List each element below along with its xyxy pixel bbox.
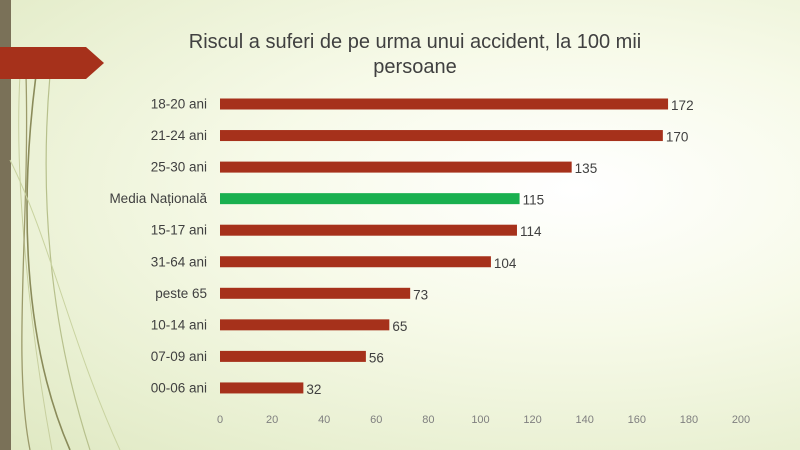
x-tick-label: 40 [318,414,330,426]
x-tick-label: 120 [523,414,541,426]
bar [220,161,572,173]
bar [220,130,663,142]
category-labels: 18-20 ani 21-24 ani 25-30 ani Media Naționa… [109,97,207,396]
bar [220,350,366,362]
value-labels: 172 170 135 115 114 104 73 65 56 32 [306,98,693,397]
bar [220,382,304,394]
decorative-curve [9,159,121,450]
category-label: 18-20 ani [151,97,207,112]
category-label: 00-06 ani [151,380,207,395]
category-label: 10-14 ani [151,317,207,332]
x-tick-label: 100 [471,414,489,426]
bar [220,319,390,331]
chart-title: Riscul a suferi de pe urma unui accident… [188,31,642,78]
bar [220,98,669,110]
x-tick-label: 60 [370,414,382,426]
data-label: 114 [520,224,542,239]
category-label: peste 65 [155,286,207,301]
x-axis-ticks: 0 20 40 60 80 100 120 140 160 180 200 [217,414,750,426]
x-tick-label: 20 [266,414,278,426]
x-tick-label: 180 [680,414,698,426]
bar [220,224,517,236]
bar [220,287,411,299]
x-tick-label: 160 [628,414,646,426]
bar [220,193,520,205]
bars-group [220,98,669,394]
category-label: 15-17 ani [151,223,207,238]
data-label: 115 [523,193,545,208]
data-label: 170 [666,130,689,145]
category-label: 31-64 ani [151,254,207,269]
category-label: Media Națională [109,191,207,206]
data-label: 32 [306,382,321,397]
category-label: 07-09 ani [151,349,207,364]
x-tick-label: 200 [732,414,750,426]
data-label: 104 [494,256,517,271]
data-label: 135 [575,161,598,176]
x-tick-label: 0 [217,414,223,426]
left-accent-bar [0,0,11,450]
data-label: 65 [392,319,407,334]
decorative-curve [45,74,91,450]
decorative-curve [21,74,31,450]
decorative-curve [26,74,71,450]
category-label: 21-24 ani [151,128,207,143]
x-tick-label: 80 [422,414,434,426]
x-tick-label: 140 [576,414,594,426]
bar [220,256,491,268]
arrow-shape [0,47,104,79]
data-label: 73 [413,287,428,302]
decorative-curve [18,74,53,450]
category-label: 25-30 ani [151,160,207,175]
data-label: 172 [671,98,694,113]
data-label: 56 [369,350,384,365]
